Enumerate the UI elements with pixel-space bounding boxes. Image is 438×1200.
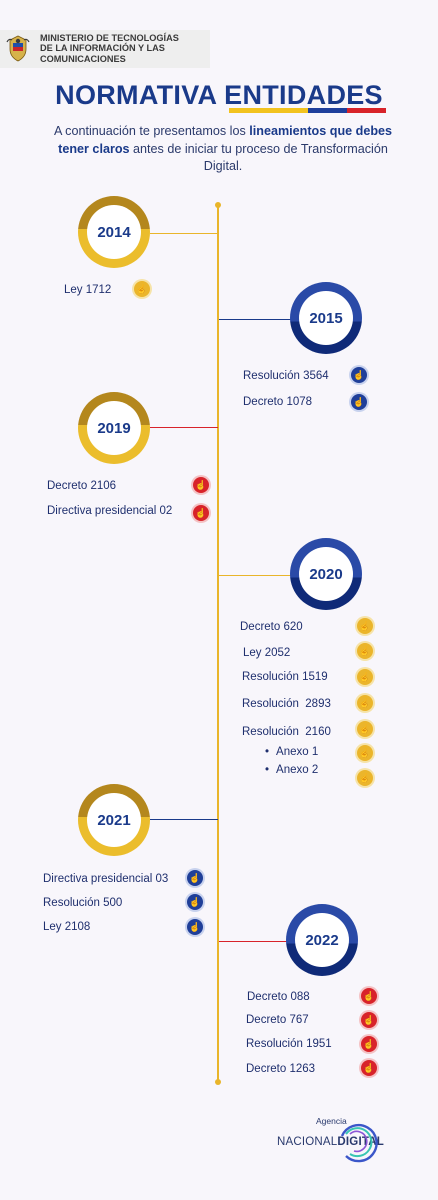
colombia-crest-icon — [6, 35, 30, 62]
year-badge-2014: 2014 — [78, 196, 150, 268]
law-item[interactable]: Directiva presidencial 03 — [43, 873, 169, 885]
year-label-2022: 2022 — [295, 913, 349, 967]
page-title: NORMATIVA ENTIDADES — [0, 80, 438, 111]
hand-pointer-icon[interactable]: ☝ — [357, 669, 373, 685]
title-part-1: NORMATIVA — [55, 80, 217, 110]
year-label-2015: 2015 — [299, 291, 353, 345]
hand-pointer-icon[interactable]: ☝ — [357, 770, 373, 786]
ministry-banner — [0, 30, 210, 68]
hand-pointer-icon[interactable]: ☝ — [357, 643, 373, 659]
hand-pointer-icon[interactable]: ☝ — [361, 1060, 377, 1076]
hand-pointer-icon[interactable]: ☝ — [357, 721, 373, 737]
year-label-2019: 2019 — [87, 401, 141, 455]
law-item[interactable]: Ley 2108 — [43, 921, 91, 933]
title-part-2: ENTIDADES — [224, 80, 383, 110]
ministry-line-1: MINISTERIO DE TECNOLOGÍAS — [40, 33, 179, 43]
branch-2019 — [150, 427, 218, 428]
year-badge-2022: 2022 — [286, 904, 358, 976]
intro-part-1: A continuación te presentamos los — [53, 124, 246, 138]
hand-pointer-icon[interactable]: ☝ — [361, 1036, 377, 1052]
branch-2015 — [219, 319, 293, 320]
branch-2014 — [150, 233, 218, 234]
law-item[interactable]: Ley 2052 — [243, 647, 291, 659]
law-item[interactable]: Resolución 2893 — [242, 698, 331, 710]
year-badge-2015: 2015 — [290, 282, 362, 354]
intro-bold: lineamientos que debes tener claros — [58, 124, 393, 156]
hand-pointer-icon[interactable]: ☝ — [193, 477, 209, 493]
ministry-line-2: DE LA INFORMACIÓN Y LAS — [40, 43, 165, 54]
branch-2021 — [150, 819, 218, 820]
agency-swirl-logo-icon — [340, 1123, 378, 1163]
hand-pointer-icon[interactable]: ☝ — [187, 870, 203, 886]
hand-pointer-icon[interactable]: ☝ — [351, 394, 367, 410]
law-item[interactable]: Decreto 088 — [247, 991, 310, 1003]
law-item[interactable]: Resolución 500 — [43, 897, 123, 909]
law-item[interactable]: Decreto 1078 — [243, 396, 313, 408]
ministry-line-3: COMUNICACIONES — [40, 53, 126, 64]
intro-text: A continuación te presentamos los lineam… — [50, 123, 396, 176]
annex-item[interactable]: Anexo 2 — [265, 763, 318, 778]
hand-pointer-icon[interactable]: ☝ — [351, 367, 367, 383]
annex-item[interactable]: Anexo 1 — [265, 745, 318, 760]
hand-pointer-icon[interactable]: ☝ — [187, 919, 203, 935]
intro-part-2: antes de iniciar tu proceso de Transform… — [133, 141, 388, 174]
branch-2022 — [219, 941, 289, 942]
colombia-flag-underline — [229, 108, 386, 113]
year-label-2020: 2020 — [299, 547, 353, 601]
law-item[interactable]: Decreto 1263 — [246, 1063, 316, 1075]
law-item[interactable]: Resolución 3564 — [243, 370, 329, 382]
hand-pointer-icon[interactable]: ☝ — [134, 281, 150, 297]
hand-pointer-icon[interactable]: ☝ — [357, 745, 373, 761]
law-item[interactable]: Decreto 620 — [240, 621, 303, 633]
hand-pointer-icon[interactable]: ☝ — [361, 988, 377, 1004]
hand-pointer-icon[interactable]: ☝ — [361, 1012, 377, 1028]
law-item[interactable]: Resolución 1951 — [246, 1038, 332, 1050]
law-item[interactable]: Resolución 2160 — [242, 726, 331, 738]
year-label-2021: 2021 — [87, 793, 141, 847]
hand-pointer-icon[interactable]: ☝ — [357, 618, 373, 634]
timeline-start-dot — [215, 202, 221, 208]
hand-pointer-icon[interactable]: ☝ — [193, 505, 209, 521]
logo-agencia-text: Agencia — [316, 1116, 347, 1126]
ministry-name: MINISTERIO DE TECNOLOGÍAS DE LA INFORMAC… — [40, 33, 210, 64]
hand-pointer-icon[interactable]: ☝ — [187, 894, 203, 910]
timeline-end-dot — [215, 1079, 221, 1085]
timeline-spine — [217, 205, 219, 1083]
hand-pointer-icon[interactable]: ☝ — [357, 695, 373, 711]
branch-2020 — [219, 575, 293, 576]
law-item[interactable]: Decreto 767 — [246, 1014, 309, 1026]
law-item[interactable]: Resolución 1519 — [242, 671, 328, 683]
law-item[interactable]: Ley 1712 — [64, 284, 112, 296]
year-badge-2020: 2020 — [290, 538, 362, 610]
law-item[interactable]: Directiva presidencial 02 — [47, 505, 173, 517]
year-badge-2021: 2021 — [78, 784, 150, 856]
logo-nacional: NACIONAL — [277, 1136, 338, 1148]
year-label-2014: 2014 — [87, 205, 141, 259]
law-item[interactable]: Decreto 2106 — [47, 480, 117, 492]
year-badge-2019: 2019 — [78, 392, 150, 464]
